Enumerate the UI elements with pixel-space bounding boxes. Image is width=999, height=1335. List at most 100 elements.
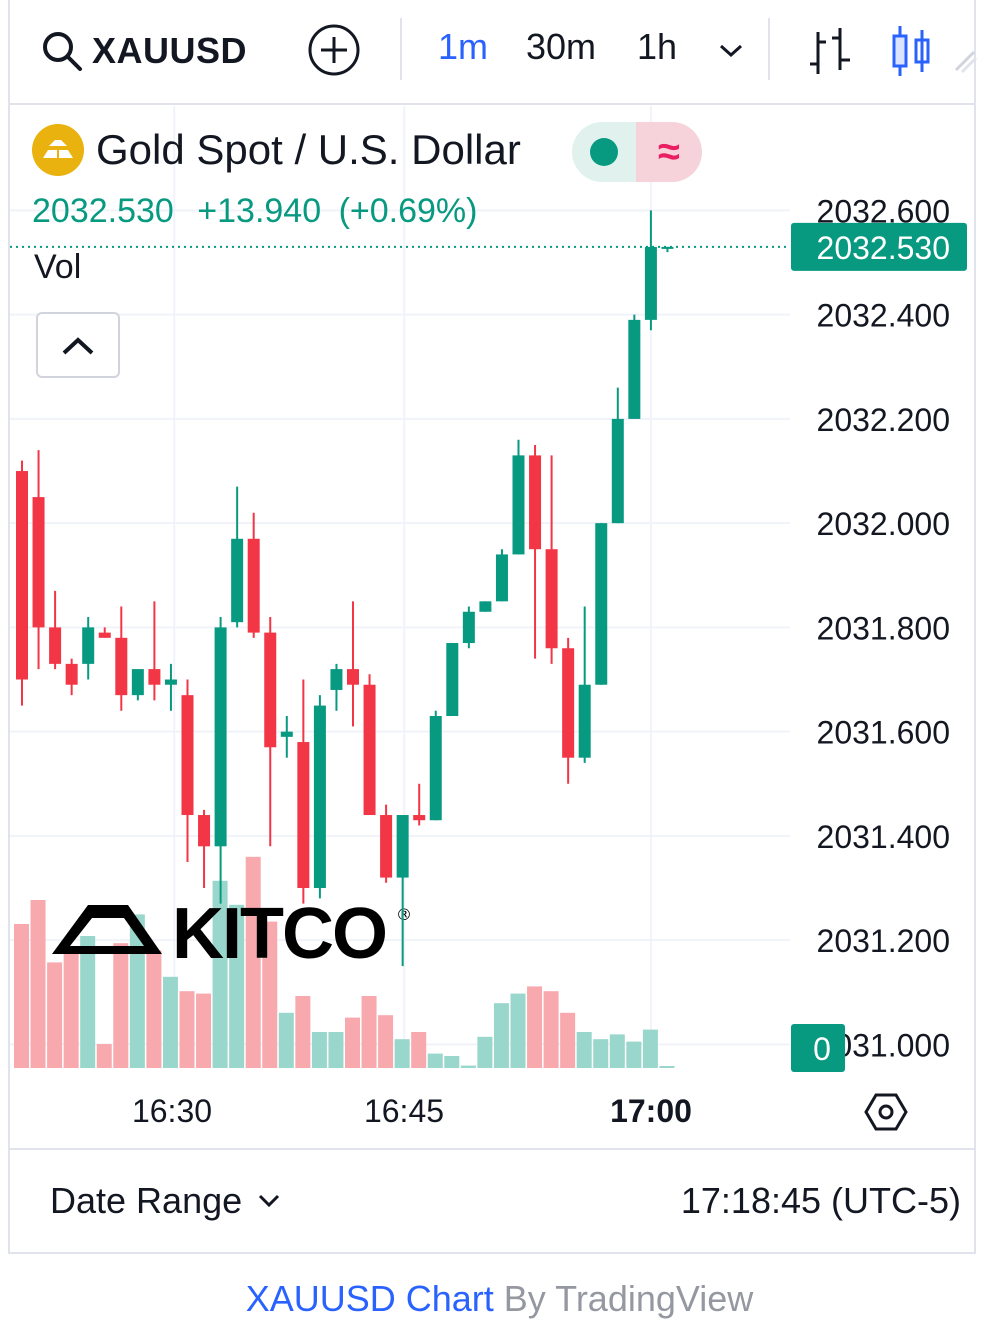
- volume-bar: [642, 1029, 658, 1068]
- candle-body: [628, 319, 641, 419]
- legend-last-price: 2032.530: [32, 192, 174, 230]
- last-price-badge: [791, 222, 967, 271]
- kitco-logo-icon: [52, 905, 162, 954]
- volume-bar: [444, 1056, 460, 1068]
- delayed-data-indicator: ≈: [636, 122, 702, 182]
- kitco-watermark-text: KITCO: [172, 894, 386, 974]
- candle-body: [578, 684, 591, 758]
- bar-chart-type-icon[interactable]: [804, 24, 856, 80]
- volume-bar: [179, 991, 195, 1068]
- candle-body: [363, 684, 376, 816]
- candle-body: [512, 455, 525, 555]
- plus-circle-icon: [308, 24, 360, 76]
- market-open-indicator: [572, 122, 636, 182]
- instrument-name: Gold Spot / U.S. Dollar: [96, 126, 521, 173]
- candle-body: [446, 643, 459, 716]
- volume-bar: [262, 921, 278, 1068]
- x-axis-tick-label: 17:00: [610, 1093, 692, 1129]
- volume-bar: [63, 948, 79, 1068]
- date-range-label: Date Range: [50, 1180, 243, 1221]
- search-icon: [43, 32, 82, 71]
- symbol-search-button[interactable]: XAUUSD: [40, 26, 247, 76]
- volume-bar: [361, 996, 377, 1068]
- volume-bar: [278, 1012, 294, 1068]
- chart-settings-button[interactable]: [864, 1090, 908, 1134]
- candle-body: [16, 471, 28, 680]
- candle-body: [297, 742, 310, 888]
- candle-body: [115, 637, 128, 696]
- intervals-chevron-down-icon[interactable]: [716, 38, 746, 64]
- candle-body: [479, 601, 492, 612]
- candle-body: [32, 497, 45, 628]
- candle-body: [529, 455, 542, 550]
- volume-bar: [14, 924, 29, 1068]
- volume-bar: [311, 1032, 327, 1068]
- toolbar-divider: [400, 18, 402, 80]
- candle-body: [429, 716, 442, 821]
- candle-body: [495, 554, 508, 602]
- volume-bar: [394, 1039, 410, 1068]
- volume-bar: [460, 1065, 476, 1068]
- candle-body: [330, 669, 343, 690]
- volume-bar: [626, 1041, 642, 1068]
- interval-1h[interactable]: 1h: [637, 26, 678, 67]
- add-compare-button[interactable]: [308, 24, 360, 76]
- candle-body: [644, 246, 657, 320]
- interval-1m[interactable]: 1m: [438, 26, 489, 67]
- volume-bar: [229, 904, 245, 1068]
- volume-bar: [427, 1053, 443, 1068]
- volume-bar: [30, 900, 46, 1068]
- y-axis-tick-label: 2032.400: [817, 298, 950, 334]
- date-range-dropdown[interactable]: Date Range: [50, 1180, 282, 1222]
- market-status-pill[interactable]: ≈: [572, 122, 702, 182]
- volume-bar: [328, 1032, 344, 1068]
- volume-axis-badge-label: 0: [813, 1031, 831, 1067]
- collapse-legend-button[interactable]: [36, 312, 120, 378]
- candle-body: [611, 418, 624, 524]
- candle-body: [545, 549, 558, 649]
- more-tools-icon[interactable]: [952, 44, 978, 74]
- candle-body: [313, 705, 326, 888]
- candle-body: [164, 679, 177, 685]
- candle-body: [347, 669, 359, 685]
- candle-body: [396, 815, 409, 878]
- toolbar-divider: [768, 18, 770, 80]
- volume-bar: [609, 1034, 625, 1068]
- volume-bar: [47, 962, 63, 1068]
- volume-bar: [411, 1032, 427, 1068]
- volume-bar: [146, 950, 162, 1068]
- volume-bar: [196, 993, 212, 1068]
- settings-hexagon-icon: [864, 1093, 908, 1131]
- x-axis-tick-label: 16:45: [364, 1093, 444, 1129]
- volume-bar: [378, 1015, 394, 1068]
- volume-bar: [576, 1032, 592, 1068]
- candle-body: [280, 731, 293, 737]
- candles-chart-type-icon[interactable]: [888, 22, 936, 80]
- tradingview-credit-link[interactable]: XAUUSD Chart By TradingView: [0, 1278, 999, 1320]
- candle-body: [562, 648, 575, 758]
- volume-bar: [477, 1036, 493, 1068]
- gold-symbol-logo-icon: [32, 124, 84, 176]
- candle-body: [82, 627, 95, 664]
- candle-body: [131, 669, 144, 696]
- candle-body: [148, 669, 161, 685]
- legend-change-percent: (+0.69%): [338, 192, 478, 230]
- time-zone-clock[interactable]: 17:18:45 (UTC-5): [680, 1180, 961, 1221]
- volume-bar: [295, 996, 311, 1068]
- y-axis-tick-label: 2031.600: [817, 715, 950, 751]
- last-price-badge-label: 2032.530: [817, 230, 950, 266]
- candle-body: [264, 632, 277, 748]
- chart-widget-frame: [8, 0, 976, 1254]
- volume-bar: [510, 993, 526, 1068]
- legend-title: Gold Spot / U.S. Dollar: [32, 124, 521, 176]
- candle-body: [198, 815, 211, 847]
- credit-symbol-chart: XAUUSD Chart: [245, 1278, 494, 1319]
- registered-mark-icon: ®: [396, 905, 412, 924]
- x-axis-tick-label: 16:30: [132, 1093, 212, 1129]
- interval-30m[interactable]: 30m: [526, 26, 597, 67]
- volume-bar: [560, 1012, 576, 1068]
- candle-body: [595, 523, 608, 685]
- volume-axis-badge: [791, 1024, 845, 1072]
- price-chart[interactable]: KITCO ®2032.6002032.4002032.2002032.00020…: [0, 0, 999, 1150]
- credit-by-tradingview: By TradingView: [503, 1278, 754, 1319]
